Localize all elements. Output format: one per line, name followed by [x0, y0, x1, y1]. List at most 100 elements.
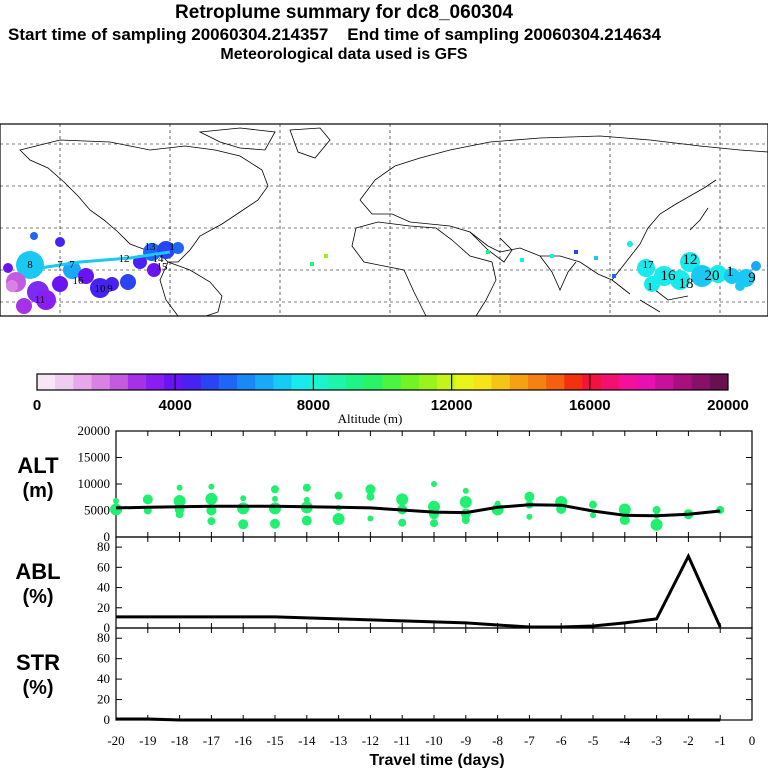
x-tick-label: -11 [394, 733, 411, 748]
colorbar-swatch [400, 374, 420, 390]
x-tick-label: -7 [524, 733, 535, 748]
x-tick-label: -6 [556, 733, 567, 748]
altitude-point [237, 502, 250, 515]
altitude-point [272, 495, 278, 502]
colorbar-swatch [346, 374, 365, 390]
colorbar-swatch [146, 374, 165, 390]
x-tick-label: -2 [683, 733, 694, 748]
colorbar-swatch [618, 374, 638, 390]
colorbar-swatch [455, 374, 474, 390]
x-tick-label: 0 [749, 733, 756, 748]
plume-day-label: 12 [119, 253, 130, 265]
panel-alt: 0 5000 10000 15000 20000 ALT(m) [17, 423, 753, 544]
plume-day-label: 11 [35, 294, 46, 306]
y-tick-label: 80 [97, 539, 110, 554]
plume-marker [735, 281, 745, 291]
x-tick-label: -20 [107, 733, 124, 748]
plume-marker [147, 263, 161, 277]
altitude-point [205, 492, 218, 505]
plume-marker [612, 274, 616, 278]
altitude-point [173, 494, 186, 507]
altitude-point [110, 503, 122, 516]
plume-track [39, 250, 171, 270]
colorbar-swatch [182, 374, 202, 390]
plume-marker [637, 259, 655, 277]
plume-marker [680, 252, 700, 272]
colorbar-swatch [655, 374, 674, 390]
x-tick-label: -1 [715, 733, 726, 748]
x-axis-label: Travel time (days) [369, 752, 504, 768]
colorbar-swatch [382, 374, 402, 390]
colorbar-swatch [364, 374, 383, 390]
plume-marker [310, 262, 314, 266]
plume-day-label: 1 [169, 241, 175, 253]
y-tick-label: 60 [97, 559, 110, 574]
plume-marker [627, 241, 633, 247]
sampling-times: Start time of sampling 20060304.214357 E… [8, 25, 768, 45]
y-tick-label: 15000 [78, 450, 111, 465]
altitude-point [431, 481, 437, 487]
y-tick-label: 0 [104, 529, 111, 544]
altitude-point [461, 516, 470, 525]
colorbar-swatch [73, 374, 93, 390]
plume-marker [324, 254, 328, 258]
altitude-point [302, 483, 311, 492]
x-tick-label: -13 [330, 733, 347, 748]
plume-marker [52, 276, 68, 292]
colorbar-swatch [600, 374, 620, 390]
altitude-point [207, 517, 216, 526]
plume-marker [594, 256, 598, 260]
colorbar-swatch [200, 374, 220, 390]
colorbar-swatch [91, 374, 111, 390]
x-tick-label: -10 [425, 733, 442, 748]
panel-frame [115, 627, 753, 721]
colorbar-swatch [273, 374, 293, 390]
plume-marker [550, 254, 554, 258]
plume-marker [3, 263, 13, 273]
colorbar-swatch [564, 374, 584, 390]
altitude-point [303, 496, 310, 503]
plume-marker [78, 268, 94, 284]
altitude-point [270, 518, 280, 529]
colorbar-swatch [109, 374, 129, 390]
panel-frame [115, 536, 753, 629]
altitude-point [176, 484, 183, 491]
plume-day-label: 17 [643, 259, 655, 271]
y-tick-label: 10000 [78, 476, 111, 491]
plume-marker [670, 270, 690, 290]
altitude-point [618, 503, 631, 516]
altitude-point [334, 491, 343, 500]
plume-marker [574, 250, 578, 254]
plume-marker [120, 274, 136, 290]
map-gridlines [0, 124, 768, 316]
y-axis-label: ALT [17, 453, 59, 478]
colorbar-swatch [237, 374, 256, 390]
plume-marker [105, 277, 119, 291]
plume-day-label: 15 [157, 261, 169, 273]
plume-marker [751, 261, 761, 271]
colorbar-swatch [509, 374, 529, 390]
plume-marker [16, 251, 44, 279]
plume-marker [6, 280, 18, 292]
y-tick-label: 20000 [78, 423, 111, 438]
colorbar-swatch [327, 374, 347, 390]
altitude-point [113, 497, 119, 504]
plume-day-label: 14 [153, 253, 165, 265]
altitude-point [428, 500, 440, 513]
colorbar-swatch [546, 374, 565, 390]
plume-day-label: 9 [748, 270, 756, 286]
altitude-point [524, 491, 535, 502]
colorbar-swatch [418, 374, 438, 390]
chart-title: Retroplume summary for dc8_060304 [175, 2, 513, 23]
str-line [116, 717, 721, 722]
colorbar-title: Altitude (m) [338, 411, 403, 426]
altitude-point [366, 492, 375, 501]
colorbar-swatch [673, 374, 693, 390]
colorbar-swatch [164, 374, 183, 390]
plume-day-label: 9 [107, 283, 113, 295]
x-tick-label: -12 [362, 733, 379, 748]
y-axis-label: STR [16, 650, 60, 675]
altitude-point [590, 512, 596, 519]
x-tick-label: -5 [588, 733, 599, 748]
y-axis-unit: (m) [22, 480, 53, 502]
